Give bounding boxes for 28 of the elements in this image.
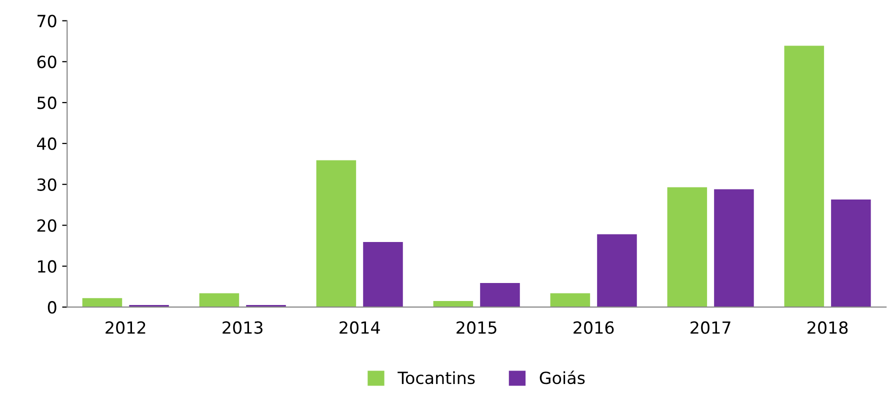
bar: [784, 46, 824, 308]
bar: [597, 234, 637, 308]
bar: [831, 200, 871, 308]
y-tick-label: 10: [38, 260, 56, 273]
x-tick-label: 2016: [574, 321, 614, 334]
x-tick-label: 2013: [222, 321, 262, 334]
x-tick-label: 2017: [690, 321, 730, 334]
bar: [363, 242, 403, 308]
bar: [714, 189, 754, 308]
bar: [316, 160, 356, 308]
y-tick-label: 0: [48, 301, 56, 314]
bar: [199, 293, 240, 308]
legend-label: Goiás: [540, 370, 585, 384]
y-tick-label: 30: [37, 178, 56, 191]
legend-label: Tocantins: [398, 371, 475, 384]
y-tick-label: 70: [38, 14, 56, 28]
x-tick-label: 2018: [808, 321, 848, 334]
x-tick-label: 2015: [456, 321, 496, 334]
y-tick-label: 40: [37, 137, 56, 150]
bar: [667, 187, 708, 308]
bar: [82, 298, 122, 308]
x-tick-label: 2014: [340, 321, 380, 334]
y-tick-label: 50: [37, 96, 56, 110]
bar: [550, 293, 590, 308]
y-tick-label: 20: [37, 219, 56, 232]
bar: [480, 282, 520, 308]
y-tick-label: 60: [37, 56, 56, 68]
x-tick-label: 2012: [106, 321, 146, 334]
